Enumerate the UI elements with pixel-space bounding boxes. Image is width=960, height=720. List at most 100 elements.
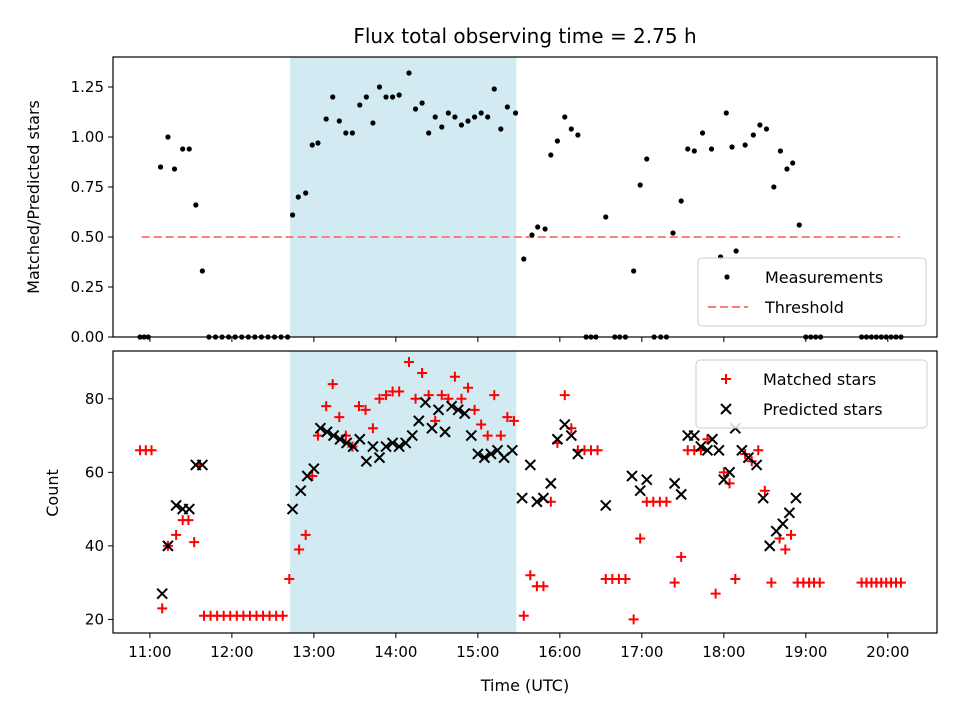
measurement-point [784, 166, 790, 172]
measurement-point [452, 114, 458, 120]
predicted-star-point [439, 426, 451, 438]
x-tick-label: 13:00 [292, 643, 335, 661]
matched-star-point [482, 430, 493, 441]
matched-star-point [300, 529, 311, 540]
predicted-star-point [706, 433, 719, 445]
measurement-point [699, 130, 706, 136]
measurement-point [193, 202, 199, 208]
predicted-star-point [551, 433, 564, 445]
measurement-point [562, 114, 568, 120]
predicted-star-point [196, 459, 209, 471]
matched-star-point [410, 393, 421, 404]
matched-star-point [374, 393, 385, 404]
measurement-point [389, 94, 396, 100]
measurement-point [521, 256, 527, 262]
predicted-star-point [626, 470, 638, 482]
matched-star-point [294, 544, 305, 555]
measurement-point [723, 110, 729, 116]
predicted-star-point [340, 437, 353, 449]
matched-star-point [628, 614, 639, 625]
x-tick-label: 12:00 [210, 643, 253, 661]
measurement-point [478, 110, 484, 116]
measurement-point [548, 152, 554, 158]
predicted-star-point [572, 448, 584, 460]
legend-measurements-label: Measurements [765, 268, 883, 287]
measurement-point [670, 230, 676, 236]
predicted-star-point [634, 485, 646, 497]
predicted-star-point [675, 488, 687, 501]
matched-star-point [394, 386, 405, 397]
measurement-point [742, 142, 748, 148]
y-tick-label: 0.25 [71, 278, 104, 296]
measurement-point [439, 124, 445, 130]
matched-star-point [327, 379, 338, 390]
y-tick-label: 1.25 [71, 78, 104, 96]
predicted-star-point [641, 473, 653, 486]
predicted-star-point [688, 429, 701, 442]
measurement-point [554, 138, 560, 144]
predicted-star-point [723, 466, 736, 479]
measurement-point [432, 114, 438, 120]
measurement-point [512, 110, 519, 116]
axes-frame [112, 350, 938, 634]
matched-star-point [559, 390, 570, 401]
y-tick-label: 40 [85, 537, 104, 555]
predicted-star-point [478, 451, 491, 464]
x-tick-label: 16:00 [538, 643, 581, 661]
matched-star-point [753, 445, 764, 456]
measurement-point [412, 106, 419, 112]
measurement-point [303, 190, 309, 196]
measurement-point [315, 140, 321, 146]
matched-star-point [724, 478, 735, 489]
legend-threshold-label: Threshold [764, 298, 844, 317]
predicted-star-point [485, 448, 497, 460]
x-tick-label: 14:00 [374, 643, 417, 661]
y-tick-label: 0.50 [71, 228, 104, 246]
measurement-point [157, 164, 164, 170]
bottom-y-axis-label: Count [43, 469, 62, 517]
highlight-span [290, 57, 517, 337]
predicted-star-point [308, 462, 320, 475]
measurement-point [491, 86, 497, 92]
measurement-point [426, 130, 432, 136]
measurement-point [330, 94, 336, 100]
measurement-point [763, 126, 770, 132]
predicted-star-point [360, 455, 373, 468]
matched-star-point [508, 415, 519, 426]
predicted-star-point [445, 400, 458, 412]
measurement-point [419, 100, 425, 106]
matched-star-point [759, 485, 770, 496]
predicted-star-point [367, 440, 379, 453]
legend-matched-marker [721, 374, 731, 384]
matched-star-point [456, 393, 467, 404]
matched-star-point [766, 577, 777, 588]
measurement-point [498, 126, 504, 132]
predicted-star-point [321, 426, 333, 438]
measurement-point [383, 94, 389, 100]
measurement-point [445, 110, 451, 116]
matched-star-point [417, 368, 428, 379]
predicted-star-point [701, 444, 714, 456]
predicted-star-point [380, 440, 392, 453]
measurement-point [309, 142, 315, 148]
measurement-point [406, 70, 412, 76]
measurement-point [603, 214, 609, 220]
measurement-point [729, 144, 735, 150]
predicted-star-point [506, 444, 518, 456]
measurement-point [575, 132, 581, 138]
predicted-star-point [419, 396, 432, 409]
matched-star-point [183, 515, 194, 526]
predicted-star-point [156, 587, 168, 600]
predicted-star-point [524, 459, 537, 471]
matched-star-point [718, 467, 729, 478]
predicted-star-point [668, 477, 681, 490]
measurement-point [199, 268, 205, 274]
matched-star-point [334, 412, 345, 423]
x-tick-label: 11:00 [128, 643, 171, 661]
predicted-star-point [790, 492, 802, 504]
x-tick-label: 18:00 [702, 643, 745, 661]
y-tick-label: 60 [85, 463, 104, 481]
matched-star-point [312, 430, 323, 441]
x-axis-label: Time (UTC) [480, 676, 569, 695]
matched-star-point [538, 581, 549, 592]
